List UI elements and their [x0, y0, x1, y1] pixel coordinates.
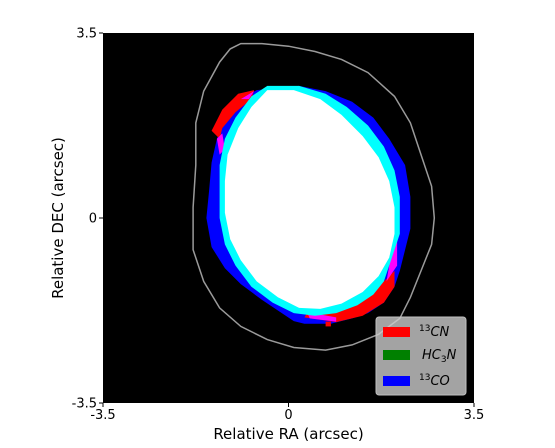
y-tick-label: 3.5 — [76, 27, 97, 42]
legend-label-co: 13CO — [419, 373, 450, 389]
legend-label-hc3n: HC3N — [422, 348, 457, 365]
cn-emission-patch — [211, 90, 255, 139]
x-tick-label: 3.5 — [464, 408, 485, 423]
cn-emission-patch — [304, 270, 395, 323]
legend-swatch-co — [383, 376, 410, 386]
x-tick-label: -3.5 — [90, 408, 115, 423]
cn-co-overlap-patch — [240, 91, 255, 100]
y-tick-label: -3.5 — [72, 397, 97, 412]
legend: 13CN HC3N 13CO — [375, 316, 467, 396]
legend-swatch-cn — [383, 327, 410, 337]
x-tick-label: 0 — [284, 408, 292, 423]
x-axis-label: Relative RA (arcsec) — [213, 425, 363, 443]
y-axis-label: Relative DEC (arcsec) — [49, 137, 67, 299]
overlap-white-core — [224, 90, 395, 309]
y-tick-label: 0 — [89, 212, 97, 227]
legend-swatch-hc3n — [383, 350, 410, 360]
cn-emission-patch — [325, 321, 331, 327]
legend-label-cn: 13CN — [419, 324, 450, 340]
